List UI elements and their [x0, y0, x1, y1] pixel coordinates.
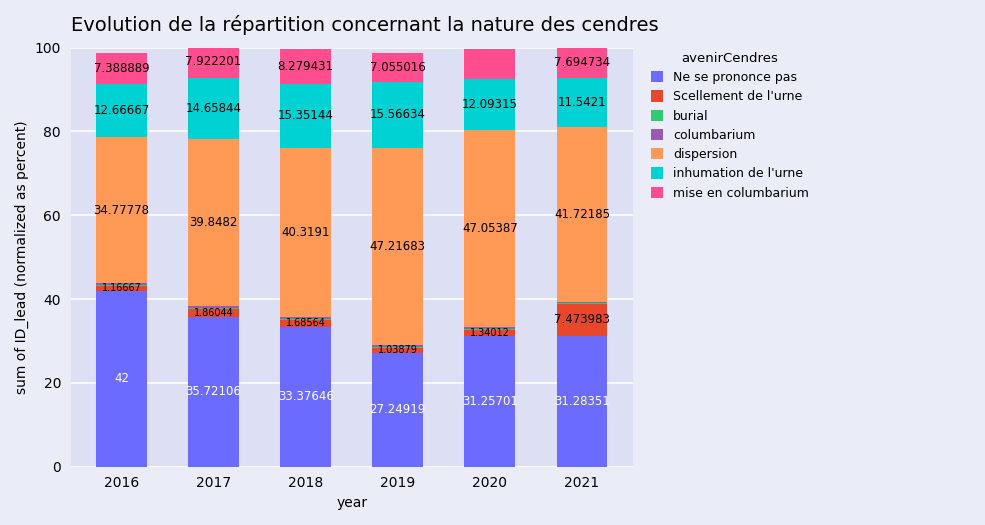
Bar [281, 317, 331, 319]
Text: 27.24919: 27.24919 [369, 403, 426, 416]
Bar [465, 336, 515, 467]
Bar [281, 327, 331, 467]
Bar [465, 327, 515, 329]
Bar [557, 127, 607, 301]
Bar [372, 345, 423, 347]
Y-axis label: sum of ID_lead (normalized as percent): sum of ID_lead (normalized as percent) [15, 120, 30, 394]
Bar [372, 82, 423, 148]
Bar [557, 78, 607, 127]
Bar [188, 78, 239, 140]
Text: 7.055016: 7.055016 [369, 61, 426, 74]
Text: 39.8482: 39.8482 [189, 216, 237, 229]
Bar [465, 330, 515, 336]
Bar [281, 319, 331, 320]
Bar [188, 309, 239, 317]
Bar [557, 303, 607, 304]
Text: 47.21683: 47.21683 [369, 240, 426, 253]
Bar [465, 79, 515, 130]
Bar [97, 286, 147, 291]
Bar [557, 46, 607, 78]
Bar [188, 317, 239, 467]
Bar [281, 49, 331, 83]
Bar [97, 138, 147, 283]
Bar [465, 130, 515, 327]
Text: 42: 42 [114, 372, 129, 385]
Text: 7.388889: 7.388889 [94, 62, 150, 75]
Bar [281, 83, 331, 148]
Text: 7.694734: 7.694734 [554, 56, 610, 69]
Text: 34.77778: 34.77778 [94, 204, 150, 217]
Text: 7.473983: 7.473983 [554, 313, 610, 327]
Bar [97, 53, 147, 84]
Bar [281, 148, 331, 317]
Text: 1.86044: 1.86044 [194, 308, 233, 318]
Bar [372, 347, 423, 348]
Text: 15.56634: 15.56634 [369, 108, 426, 121]
Bar [557, 335, 607, 467]
Bar [372, 148, 423, 345]
Text: 40.3191: 40.3191 [282, 226, 330, 239]
Text: 31.28351: 31.28351 [554, 395, 610, 408]
Text: 35.72106: 35.72106 [185, 385, 241, 398]
Bar [188, 307, 239, 308]
Bar [97, 283, 147, 285]
Text: 33.37646: 33.37646 [278, 390, 334, 403]
Text: 8.279431: 8.279431 [278, 60, 334, 73]
Legend: Ne se prononce pas, Scellement de l'urne, burial, columbarium, dispersion, inhum: Ne se prononce pas, Scellement de l'urne… [644, 46, 816, 206]
Bar [188, 308, 239, 309]
Text: 47.05387: 47.05387 [462, 222, 518, 235]
Bar [281, 320, 331, 327]
Text: 12.09315: 12.09315 [462, 98, 518, 111]
Text: 31.25701: 31.25701 [462, 395, 518, 408]
Text: 11.5421: 11.5421 [558, 96, 606, 109]
Text: 41.72185: 41.72185 [554, 207, 610, 220]
Bar [188, 45, 239, 78]
Text: 1.03879: 1.03879 [378, 345, 418, 355]
Bar [97, 285, 147, 286]
Bar [372, 348, 423, 352]
Bar [188, 140, 239, 307]
Text: Evolution de la répartition concernant la nature des cendres: Evolution de la répartition concernant l… [71, 15, 658, 35]
Text: 1.68564: 1.68564 [286, 318, 326, 328]
Bar [465, 329, 515, 330]
Text: 12.66667: 12.66667 [94, 104, 150, 117]
Bar [97, 291, 147, 467]
Text: 1.16667: 1.16667 [101, 284, 142, 293]
Bar [372, 52, 423, 82]
Bar [97, 84, 147, 138]
Bar [557, 301, 607, 303]
Bar [372, 352, 423, 467]
Text: 15.35144: 15.35144 [278, 109, 334, 122]
Text: 14.65844: 14.65844 [185, 102, 241, 116]
Bar [465, 49, 515, 79]
X-axis label: year: year [336, 496, 367, 510]
Text: 7.922201: 7.922201 [185, 55, 241, 68]
Text: 1.34012: 1.34012 [470, 328, 510, 338]
Bar [557, 304, 607, 335]
